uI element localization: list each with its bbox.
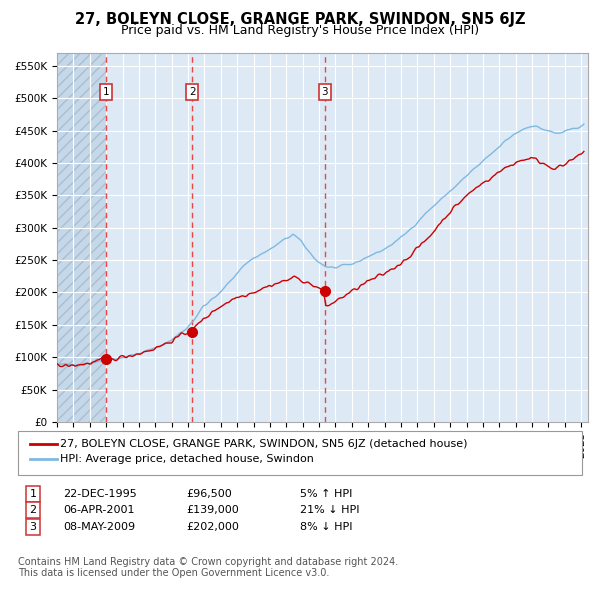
- Text: £202,000: £202,000: [186, 522, 239, 532]
- Text: 27, BOLEYN CLOSE, GRANGE PARK, SWINDON, SN5 6JZ: 27, BOLEYN CLOSE, GRANGE PARK, SWINDON, …: [75, 12, 525, 27]
- Text: £96,500: £96,500: [186, 489, 232, 499]
- Text: 06-APR-2001: 06-APR-2001: [63, 506, 134, 515]
- Text: 5% ↑ HPI: 5% ↑ HPI: [300, 489, 352, 499]
- Text: £139,000: £139,000: [186, 506, 239, 515]
- Text: 1: 1: [29, 489, 37, 499]
- Text: 21% ↓ HPI: 21% ↓ HPI: [300, 506, 359, 515]
- Bar: [57, 53, 106, 422]
- Text: Contains HM Land Registry data © Crown copyright and database right 2024.: Contains HM Land Registry data © Crown c…: [18, 557, 398, 566]
- Text: 3: 3: [29, 522, 37, 532]
- Text: This data is licensed under the Open Government Licence v3.0.: This data is licensed under the Open Gov…: [18, 569, 329, 578]
- Text: 2: 2: [29, 506, 37, 515]
- Text: 22-DEC-1995: 22-DEC-1995: [63, 489, 137, 499]
- Text: 27, BOLEYN CLOSE, GRANGE PARK, SWINDON, SN5 6JZ (detached house): 27, BOLEYN CLOSE, GRANGE PARK, SWINDON, …: [60, 439, 467, 448]
- Text: 2: 2: [189, 87, 196, 97]
- Text: 1: 1: [103, 87, 109, 97]
- Text: 08-MAY-2009: 08-MAY-2009: [63, 522, 135, 532]
- Text: HPI: Average price, detached house, Swindon: HPI: Average price, detached house, Swin…: [60, 454, 314, 464]
- Text: 8% ↓ HPI: 8% ↓ HPI: [300, 522, 353, 532]
- Text: 3: 3: [322, 87, 328, 97]
- Text: Price paid vs. HM Land Registry's House Price Index (HPI): Price paid vs. HM Land Registry's House …: [121, 24, 479, 37]
